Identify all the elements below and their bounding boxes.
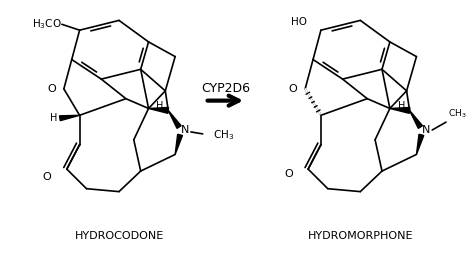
Polygon shape [168, 110, 181, 128]
Text: H: H [398, 101, 405, 111]
Text: O: O [289, 84, 297, 94]
Text: N: N [181, 125, 189, 135]
Text: CH$_3$: CH$_3$ [448, 108, 466, 120]
Text: H: H [156, 101, 164, 111]
Polygon shape [410, 110, 422, 128]
Text: CYP2D6: CYP2D6 [201, 82, 250, 95]
Text: HYDROMORPHONE: HYDROMORPHONE [308, 231, 413, 241]
Polygon shape [60, 115, 80, 121]
Text: O: O [43, 172, 52, 182]
Text: HYDROCODONE: HYDROCODONE [74, 231, 164, 241]
Text: O: O [284, 169, 293, 179]
Text: H$_3$CO: H$_3$CO [32, 17, 62, 31]
Text: HO: HO [291, 17, 307, 27]
Text: CH$_3$: CH$_3$ [212, 128, 234, 142]
Polygon shape [390, 108, 410, 113]
Text: O: O [47, 84, 56, 94]
Polygon shape [148, 108, 169, 113]
Polygon shape [175, 134, 182, 155]
Text: H: H [50, 113, 57, 123]
Polygon shape [417, 134, 424, 155]
Text: N: N [422, 125, 430, 135]
